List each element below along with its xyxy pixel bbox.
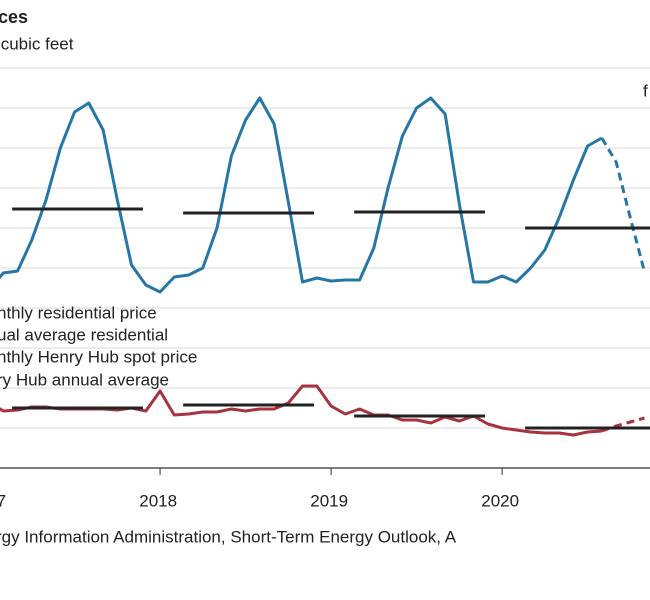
series-line	[0, 96, 603, 294]
legend-label: nthly residential price	[0, 303, 157, 322]
source-note: rgy Information Administration, Short-Te…	[0, 527, 457, 546]
legend-label: nthly Henry Hub spot price	[0, 347, 197, 366]
plot-area	[0, 96, 650, 437]
x-tick-label: 2020	[481, 491, 519, 510]
grid: 17 2018 2019 2020	[0, 67, 650, 510]
chart-subtitle: cubic feet	[0, 34, 74, 53]
legend-label: ual average residential	[0, 325, 168, 344]
x-tick-label: 2019	[310, 491, 348, 510]
x-tick-label: 17	[0, 491, 6, 510]
chart-title: ces	[0, 7, 28, 27]
legend-label: ry Hub annual average	[0, 370, 169, 389]
legend: nthly residential price ual average resid…	[0, 303, 197, 389]
x-tick-label: 2018	[139, 491, 177, 510]
forecast-line	[600, 137, 646, 273]
forecast-annotation: f	[643, 81, 648, 100]
